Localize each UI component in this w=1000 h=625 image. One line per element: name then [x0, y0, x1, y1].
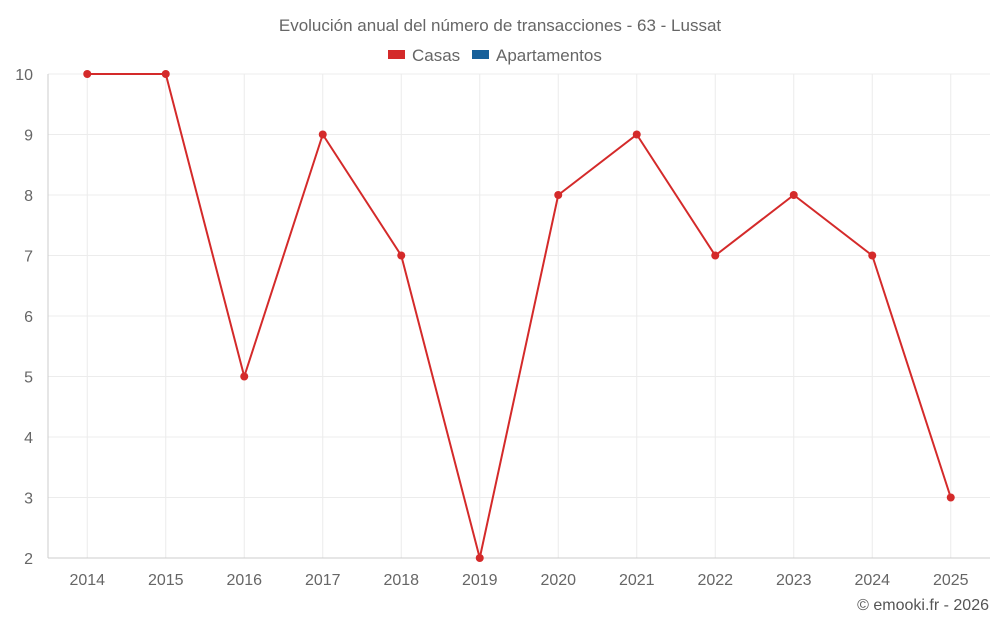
x-tick-label-2020: 2020 [540, 572, 576, 589]
gridlines [48, 73, 990, 558]
data-point-casas-2018[interactable] [397, 251, 406, 260]
x-tick-label-2024: 2024 [854, 572, 890, 589]
x-tick-label-2025: 2025 [933, 572, 969, 589]
series-line-casas [87, 73, 952, 559]
legend: Casas Apartamentos [388, 46, 602, 65]
x-tick-label-2023: 2023 [776, 572, 812, 589]
x-tick-label-2014: 2014 [69, 572, 105, 589]
x-tick-label-2017: 2017 [305, 572, 341, 589]
legend-swatch-apartamentos [472, 50, 489, 59]
y-tick-label-7: 7 [24, 249, 33, 266]
y-tick-label-4: 4 [24, 430, 33, 447]
data-point-casas-2020[interactable] [554, 191, 563, 199]
axes [47, 74, 990, 559]
y-tick-label-8: 8 [24, 188, 33, 205]
legend-label-apartamentos: Apartamentos [496, 46, 602, 65]
data-point-casas-2014[interactable] [83, 70, 92, 78]
credit-text: © emooki.fr - 2026 [857, 597, 989, 614]
x-tick-label-2019: 2019 [462, 572, 498, 589]
chart-title: Evolución anual del número de transaccio… [279, 16, 722, 35]
series [83, 70, 955, 562]
data-point-casas-2022[interactable] [711, 251, 720, 260]
data-point-casas-2015[interactable] [161, 70, 170, 78]
data-point-casas-2025[interactable] [946, 493, 955, 502]
y-tick-labels: 2 3 4 5 6 7 8 9 10 [15, 67, 33, 568]
legend-swatch-casas [388, 50, 405, 59]
x-tick-label-2016: 2016 [226, 572, 262, 589]
y-tick-label-3: 3 [24, 491, 33, 508]
data-point-casas-2017[interactable] [318, 130, 327, 139]
data-point-casas-2019[interactable] [475, 554, 484, 562]
legend-item-casas[interactable]: Casas [388, 46, 460, 65]
y-tick-label-10: 10 [15, 67, 33, 84]
data-point-casas-2024[interactable] [868, 251, 877, 260]
x-tick-label-2022: 2022 [697, 572, 733, 589]
x-tick-label-2015: 2015 [148, 572, 184, 589]
legend-item-apartamentos[interactable]: Apartamentos [472, 46, 602, 65]
y-tick-label-9: 9 [24, 128, 33, 145]
x-tick-labels: 2014 2015 2016 2017 2018 2019 2020 2021 2022 2023… [69, 572, 968, 589]
legend-label-casas: Casas [412, 46, 460, 65]
data-point-casas-2021[interactable] [632, 130, 641, 139]
y-tick-label-6: 6 [24, 309, 33, 326]
data-point-casas-2023[interactable] [789, 191, 798, 199]
x-tick-label-2021: 2021 [619, 572, 655, 589]
y-tick-label-5: 5 [24, 370, 33, 387]
data-point-casas-2016[interactable] [240, 372, 249, 381]
x-tick-label-2018: 2018 [383, 572, 419, 589]
y-tick-label-2: 2 [24, 551, 33, 568]
